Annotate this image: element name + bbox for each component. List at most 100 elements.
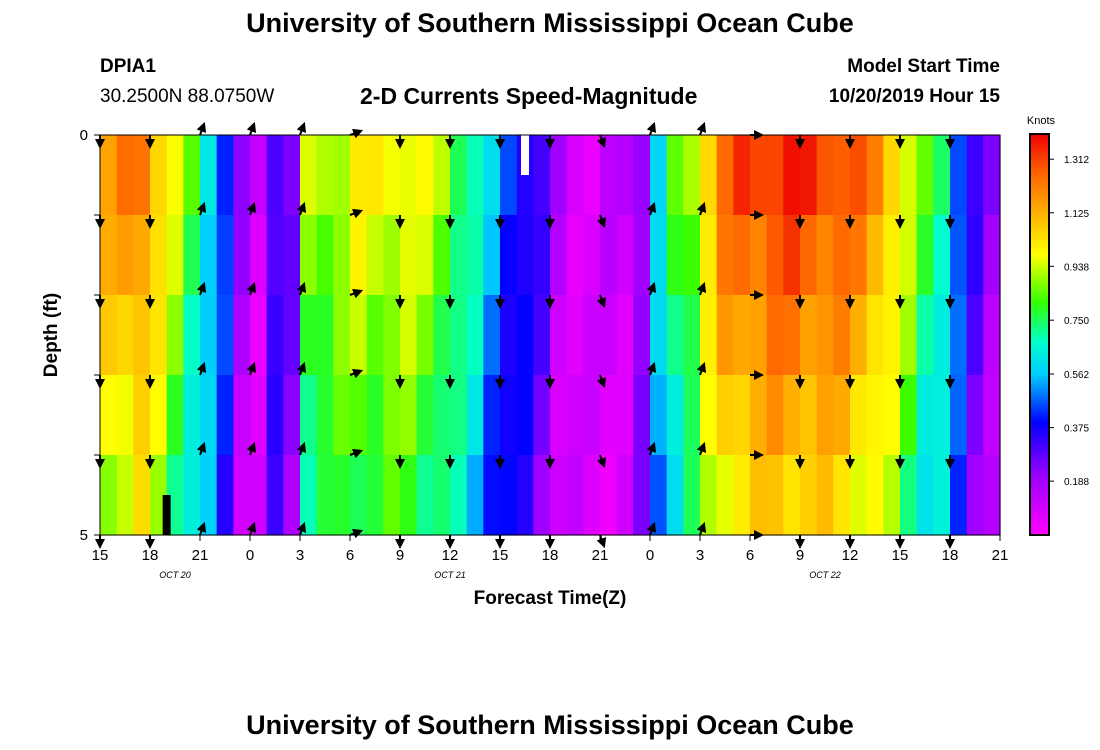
current-arrow (349, 448, 364, 459)
heatmap-cell (816, 215, 834, 296)
heatmap-cell (550, 215, 568, 296)
heatmap-cell (350, 375, 368, 456)
y-tick-label: 0 (80, 127, 88, 144)
heatmap-cell (533, 375, 551, 456)
heatmap-cell (916, 375, 934, 456)
missing-data-mark (162, 495, 171, 535)
heatmap-cell (850, 375, 868, 456)
heatmap-cell (833, 455, 851, 536)
heatmap-cell (883, 215, 901, 296)
heatmap-cell (216, 455, 234, 536)
x-tick-label: 15 (892, 547, 909, 564)
heatmap-cell (733, 295, 751, 376)
heatmap-cell (933, 295, 951, 376)
heatmap-cell (366, 215, 384, 296)
heatmap-cell (633, 135, 651, 216)
current-arrow (349, 128, 364, 139)
heatmap-cell (966, 215, 984, 296)
heatmap-cell (483, 375, 501, 456)
heatmap-cell (300, 375, 318, 456)
current-arrow (196, 521, 207, 536)
heatmap-cell (183, 135, 201, 216)
heatmap-cell (383, 375, 401, 456)
heatmap-cell (950, 135, 968, 216)
colorbar-gradient (1029, 133, 1050, 536)
heatmap-cell (283, 135, 301, 216)
heatmap-cell (233, 295, 251, 376)
heatmap-cell (366, 135, 384, 216)
heatmap-cell (133, 295, 151, 376)
colorbar-unit: Knots (1027, 115, 1056, 127)
heatmap-cell (400, 215, 418, 296)
x-axis-label: Forecast Time(Z) (474, 588, 627, 609)
heatmap-cell (466, 455, 484, 536)
heatmap-cell (550, 375, 568, 456)
current-arrow (196, 281, 207, 296)
main-title: University of Southern Mississippi Ocean… (246, 8, 854, 38)
current-arrow (696, 521, 707, 536)
station-coords: 30.2500N 88.0750W (100, 86, 275, 107)
heatmap-cell (100, 215, 118, 296)
heatmap-cell (800, 295, 818, 376)
heatmap-cell (933, 215, 951, 296)
x-tick-label: 18 (542, 547, 559, 564)
heatmap-cell (983, 215, 1001, 296)
heatmap-cell (433, 135, 451, 216)
heatmap-cell (833, 295, 851, 376)
heatmap-cell (700, 135, 718, 216)
heatmap-cell (100, 295, 118, 376)
heatmap-cell (333, 375, 351, 456)
heatmap-cell (733, 375, 751, 456)
heatmap-cell (300, 215, 318, 296)
heatmap-cell (700, 295, 718, 376)
heatmap-cell (233, 215, 251, 296)
missing-data-mark (521, 135, 529, 175)
heatmap-cell (450, 215, 468, 296)
heatmap-cell (250, 375, 268, 456)
current-arrow (196, 441, 207, 456)
heatmap-cell (266, 215, 284, 296)
heatmap-cell (350, 295, 368, 376)
heatmap-cell (666, 455, 684, 536)
current-arrow (646, 441, 657, 456)
heatmap-cell (466, 215, 484, 296)
heatmap-cell (966, 455, 984, 536)
current-arrow (596, 134, 607, 149)
heatmap-cell (833, 215, 851, 296)
heatmap-cell (283, 455, 301, 536)
heatmap-cell (450, 455, 468, 536)
heatmap-cell (333, 295, 351, 376)
heatmap-cell (583, 375, 601, 456)
x-tick-label: 12 (442, 547, 459, 564)
current-arrow (196, 201, 207, 216)
heatmap-cell (933, 135, 951, 216)
heatmap-cell (866, 375, 884, 456)
heatmap-cell (150, 135, 168, 216)
heatmap-cell (350, 135, 368, 216)
heatmap-cell (600, 295, 618, 376)
current-arrow (596, 454, 607, 469)
heatmap-cell (316, 295, 334, 376)
heatmap-cell (600, 455, 618, 536)
heatmap-cell (783, 215, 801, 296)
heatmap-cell (766, 295, 784, 376)
heatmap-cell (833, 375, 851, 456)
heatmap-cell (233, 135, 251, 216)
heatmap-cell (100, 135, 118, 216)
colorbar-tick-label: 0.188 (1064, 477, 1089, 488)
heatmap-cell (633, 295, 651, 376)
heatmap-cell (900, 375, 918, 456)
heatmap-cell (266, 375, 284, 456)
x-tick-label: 18 (142, 547, 159, 564)
x-tick-label: 3 (696, 547, 704, 564)
heatmap-cell (333, 215, 351, 296)
current-arrow (196, 361, 207, 376)
heatmap-cell (550, 295, 568, 376)
station-id: DPIA1 (100, 56, 156, 77)
heatmap-cell (750, 215, 768, 296)
x-tick-label: 12 (842, 547, 859, 564)
current-arrow (296, 361, 307, 376)
heatmap-cell (650, 295, 668, 376)
heatmap-cell (666, 215, 684, 296)
heatmap-cell (883, 375, 901, 456)
